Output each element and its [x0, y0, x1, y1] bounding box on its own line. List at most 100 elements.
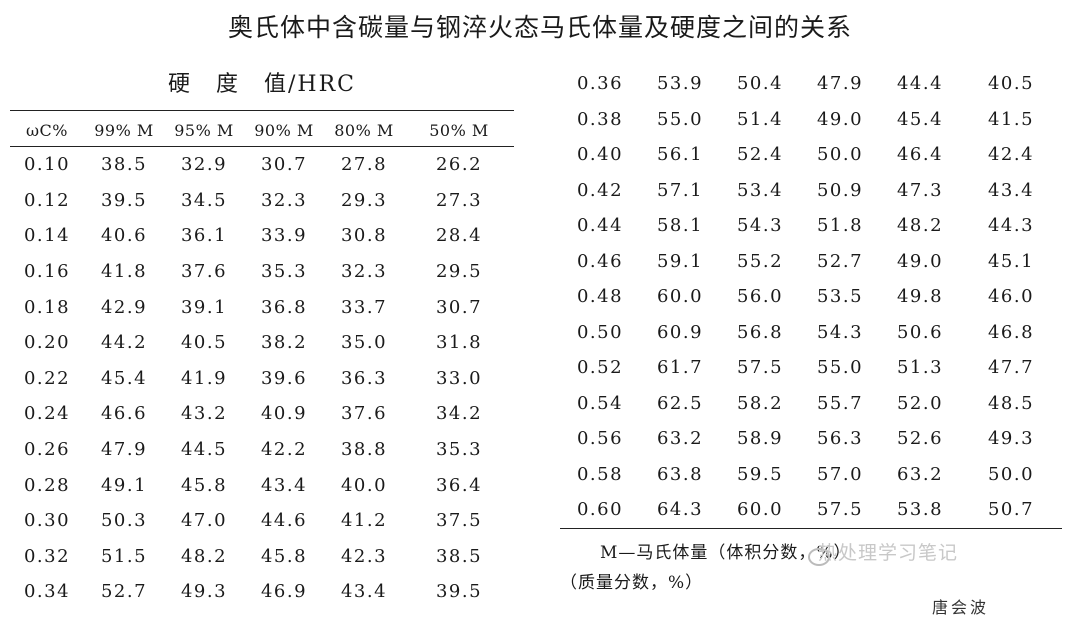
- hardness-cell: 45.1: [987, 250, 1035, 272]
- hardness-cell: 55.2: [736, 250, 784, 272]
- carbon-cell: 0.40: [576, 144, 624, 166]
- carbon-cell: 0.14: [23, 225, 71, 247]
- carbon-cell: 0.50: [576, 321, 624, 343]
- table-row: 0.22 45.4 41.9 39.6 36.3 33.0: [10, 361, 514, 397]
- hardness-cell: 58.2: [736, 392, 784, 414]
- hardness-cell: 48.5: [987, 392, 1035, 414]
- left-top-rule: [10, 110, 514, 111]
- hardness-cell: 41.8: [100, 261, 148, 283]
- table-row: 0.54 62.5 58.2 55.7 52.0 48.5: [560, 386, 1062, 422]
- carbon-cell: 0.18: [23, 296, 71, 318]
- table-row: 0.34 52.7 49.3 46.9 43.4 39.5: [10, 574, 514, 610]
- hardness-cell: 50.0: [987, 463, 1035, 485]
- hardness-cell: 34.2: [435, 403, 483, 425]
- hardness-cell: 47.7: [987, 357, 1035, 379]
- wechat-icon: [808, 548, 830, 566]
- col-header-95m: 95% M: [174, 120, 234, 140]
- table-row: 0.20 44.2 40.5 38.2 35.0 31.8: [10, 325, 514, 361]
- table-row: 0.32 51.5 48.2 45.8 42.3 38.5: [10, 539, 514, 575]
- hardness-cell: 32.9: [180, 154, 228, 176]
- table-row: 0.10 38.5 32.9 30.7 27.8 26.2: [10, 147, 514, 183]
- hardness-cell: 32.3: [340, 261, 388, 283]
- hardness-cell: 44.2: [100, 332, 148, 354]
- hardness-cell: 63.8: [656, 463, 704, 485]
- page-title: 奥氏体中含碳量与钢淬火态马氏体量及硬度之间的关系: [227, 13, 852, 42]
- table-row: 0.50 60.9 56.8 54.3 50.6 46.8: [560, 315, 1062, 351]
- table-row: 0.36 53.9 50.4 47.9 44.4 40.5: [560, 66, 1062, 102]
- hardness-cell: 29.3: [340, 189, 388, 211]
- hardness-cell: 27.8: [340, 154, 388, 176]
- table-row: 0.42 57.1 53.4 50.9 47.3 43.4: [560, 173, 1062, 209]
- hardness-cell: 42.9: [100, 296, 148, 318]
- left-data-table: 0.10 38.5 32.9 30.7 27.8 26.2 0.12 39.5 34.5 32.3…: [10, 147, 514, 610]
- hardness-cell: 57.5: [816, 499, 864, 521]
- hardness-cell: 41.9: [180, 367, 228, 389]
- table-row: 0.38 55.0 51.4 49.0 45.4 41.5: [560, 102, 1062, 138]
- hardness-cell: 33.0: [435, 367, 483, 389]
- hardness-cell: 42.4: [987, 144, 1035, 166]
- hardness-cell: 31.8: [435, 332, 483, 354]
- table-row: 0.40 56.1 52.4 50.0 46.4 42.4: [560, 137, 1062, 173]
- hardness-cell: 34.5: [180, 189, 228, 211]
- carbon-cell: 0.32: [23, 545, 71, 567]
- table-row: 0.60 64.3 60.0 57.5 53.8 50.7: [560, 492, 1062, 528]
- right-data-table: 0.36 53.9 50.4 47.9 44.4 40.5 0.38 55.0 51.4 49.0…: [560, 66, 1062, 528]
- hardness-cell: 44.6: [260, 510, 308, 532]
- hardness-cell: 51.8: [816, 215, 864, 237]
- hardness-cell: 51.3: [896, 357, 944, 379]
- hardness-cell: 47.0: [180, 510, 228, 532]
- hardness-cell: 58.1: [656, 215, 704, 237]
- hardness-cell: 48.2: [896, 215, 944, 237]
- col-header-50m: 50% M: [429, 120, 489, 140]
- hardness-cell: 39.5: [435, 581, 483, 603]
- table-row: 0.14 40.6 36.1 33.9 30.8 28.4: [10, 218, 514, 254]
- hardness-cell: 50.6: [896, 321, 944, 343]
- hardness-cell: 47.9: [816, 73, 864, 95]
- hardness-cell: 41.2: [340, 510, 388, 532]
- hardness-cell: 43.4: [260, 474, 308, 496]
- hardness-subheading: 硬 度 值/HRC: [168, 72, 356, 97]
- hardness-cell: 46.9: [260, 581, 308, 603]
- hardness-cell: 33.7: [340, 296, 388, 318]
- hardness-cell: 46.8: [987, 321, 1035, 343]
- hardness-cell: 40.5: [987, 73, 1035, 95]
- hardness-cell: 36.1: [180, 225, 228, 247]
- hardness-cell: 61.7: [656, 357, 704, 379]
- carbon-cell: 0.42: [576, 179, 624, 201]
- hardness-cell: 42.3: [340, 545, 388, 567]
- hardness-cell: 40.9: [260, 403, 308, 425]
- table-row: 0.52 61.7 57.5 55.0 51.3 47.7: [560, 350, 1062, 386]
- table-row: 0.56 63.2 58.9 56.3 52.6 49.3: [560, 421, 1062, 457]
- hardness-cell: 60.0: [736, 499, 784, 521]
- hardness-cell: 30.8: [340, 225, 388, 247]
- left-header-rule: [10, 146, 514, 147]
- hardness-cell: 49.0: [816, 108, 864, 130]
- carbon-cell: 0.60: [576, 499, 624, 521]
- table-row: 0.48 60.0 56.0 53.5 49.8 46.0: [560, 279, 1062, 315]
- hardness-cell: 48.2: [180, 545, 228, 567]
- hardness-cell: 39.6: [260, 367, 308, 389]
- table-row: 0.18 42.9 39.1 36.8 33.7 30.7: [10, 289, 514, 325]
- hardness-cell: 39.5: [100, 189, 148, 211]
- hardness-cell: 50.3: [100, 510, 148, 532]
- hardness-cell: 42.2: [260, 439, 308, 461]
- hardness-cell: 47.9: [100, 439, 148, 461]
- hardness-cell: 51.4: [736, 108, 784, 130]
- hardness-cell: 52.6: [896, 428, 944, 450]
- carbon-cell: 0.34: [23, 581, 71, 603]
- hardness-cell: 44.4: [896, 73, 944, 95]
- carbon-cell: 0.16: [23, 261, 71, 283]
- carbon-cell: 0.20: [23, 332, 71, 354]
- hardness-cell: 55.0: [656, 108, 704, 130]
- carbon-cell: 0.56: [576, 428, 624, 450]
- hardness-cell: 52.4: [736, 144, 784, 166]
- carbon-cell: 0.24: [23, 403, 71, 425]
- hardness-cell: 56.8: [736, 321, 784, 343]
- hardness-cell: 53.4: [736, 179, 784, 201]
- hardness-cell: 53.8: [896, 499, 944, 521]
- hardness-cell: 36.3: [340, 367, 388, 389]
- table-row: 0.44 58.1 54.3 51.8 48.2 44.3: [560, 208, 1062, 244]
- hardness-cell: 49.1: [100, 474, 148, 496]
- hardness-cell: 30.7: [435, 296, 483, 318]
- hardness-cell: 50.4: [736, 73, 784, 95]
